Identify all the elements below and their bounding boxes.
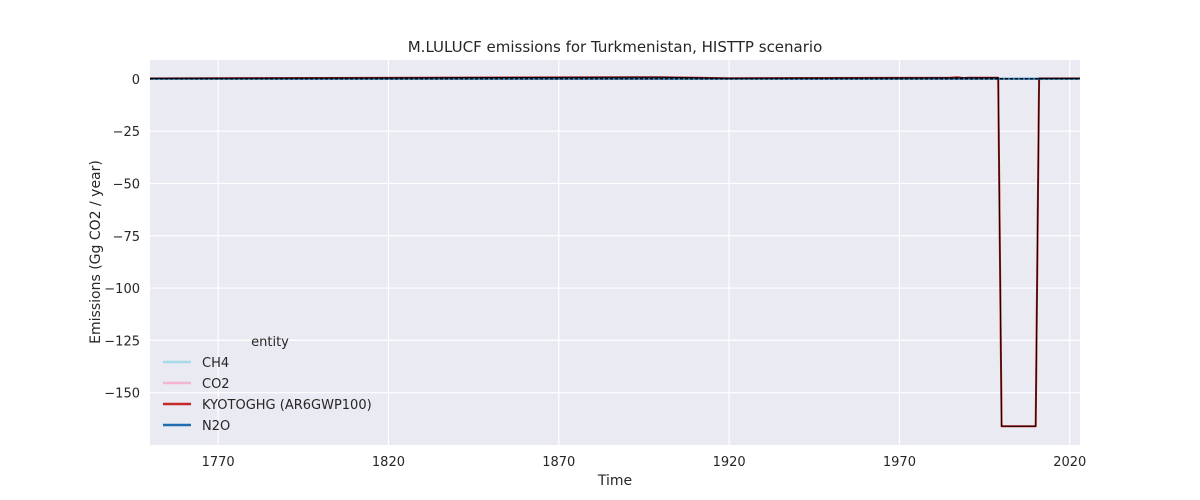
y-tick-label: −50 (113, 177, 140, 192)
tick-labels: 1770 1820 1870 1920 1970 2020 0 −25 −50 −75 −100 −1… (104, 73, 1086, 470)
x-tick-label: 1870 (542, 455, 575, 470)
legend-title: entity (251, 335, 289, 350)
legend-label: CO2 (202, 377, 230, 392)
legend-label: KYOTOGHG (AR6GWP100) (202, 398, 372, 413)
legend-label: CH4 (202, 356, 229, 371)
x-tick-label: 1820 (372, 455, 405, 470)
y-tick-label: −25 (113, 125, 140, 140)
legend-label: N2O (202, 419, 230, 434)
series-lines (149, 76, 1080, 428)
chart-title: M.LULUCF emissions for Turkmenistan, HIS… (408, 38, 823, 56)
reference-solid-line (149, 76, 1080, 427)
x-tick-label: 1920 (713, 455, 746, 470)
x-axis-title: Time (597, 473, 632, 489)
plot-area (150, 60, 1080, 445)
x-tick-label: 1770 (202, 455, 235, 470)
x-tick-label: 2020 (1053, 455, 1086, 470)
y-axis-title: Emissions (Gg CO2 / year) (88, 160, 104, 344)
y-tick-label: −150 (104, 387, 140, 402)
legend: entity CH4 CO2 KYOTOGHG (AR6GWP100) N2O (163, 335, 372, 434)
x-tick-label: 1970 (883, 455, 916, 470)
y-tick-label: 0 (132, 73, 140, 88)
y-tick-label: −100 (104, 282, 140, 297)
y-tick-label: −75 (113, 230, 140, 245)
y-tick-label: −125 (104, 334, 140, 349)
